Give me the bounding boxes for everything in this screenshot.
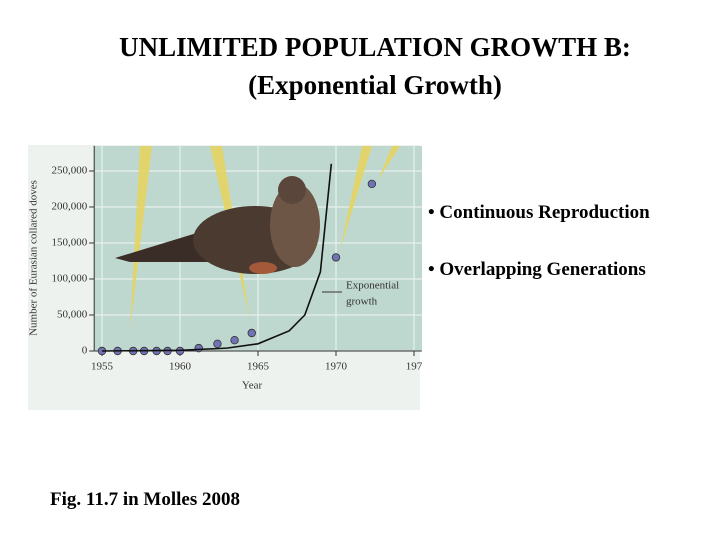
bullet: • Continuous Reproduction (428, 202, 650, 223)
y-tick-label: 100,000 (51, 273, 87, 285)
data-point (367, 179, 377, 189)
data-point (230, 336, 239, 345)
y-tick-label: 250,000 (51, 165, 87, 177)
x-tick-label: 1955 (91, 361, 114, 373)
chart: 0 50,000 100,000 150,000 200,000 250,000 1955 1… (28, 145, 423, 392)
y-tick-label: 200,000 (51, 201, 87, 213)
slide-title: (Exponential Growth) (248, 70, 502, 100)
dove-illustration (115, 146, 400, 330)
y-tick-label: 0 (82, 345, 88, 357)
x-tick-label: 1970 (325, 361, 348, 373)
caption: Fig. 11.7 in Molles 2008 (50, 489, 240, 510)
exponential-line (101, 163, 333, 352)
data-point (331, 253, 341, 262)
y-axis-label: Number of Eurasian collared doves (28, 180, 40, 336)
x-tick-label: 1960 (169, 361, 192, 373)
line-annotation: Exponential (346, 280, 399, 292)
x-tick-label: 1965 (247, 361, 270, 373)
y-tick-label: 50,000 (57, 309, 88, 321)
x-tick-label: 197 (406, 361, 423, 373)
bullet: • Overlapping Generations (428, 259, 646, 280)
line-annotation: growth (346, 296, 378, 308)
slide-title: UNLIMITED POPULATION GROWTH B: (119, 32, 631, 62)
data-point (247, 328, 256, 338)
y-tick-label: 150,000 (51, 237, 87, 249)
data-point (194, 343, 203, 353)
data-point (213, 339, 222, 348)
x-axis-label: Year (242, 380, 263, 392)
